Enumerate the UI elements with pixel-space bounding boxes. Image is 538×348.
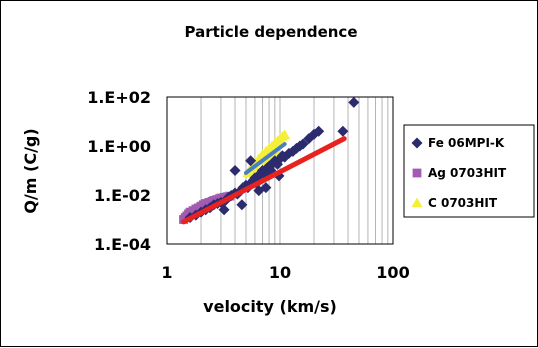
grid bbox=[200, 97, 389, 244]
plot-area bbox=[166, 96, 394, 245]
data-point bbox=[337, 125, 349, 137]
fit-lines bbox=[181, 136, 347, 225]
legend: Fe 06MPI-K Ag 0703HIT C 0703HIT bbox=[403, 124, 535, 218]
data-point bbox=[229, 165, 241, 176]
data-point bbox=[348, 96, 360, 108]
data-point bbox=[279, 129, 291, 140]
x-axis-label: velocity (km/s) bbox=[203, 297, 337, 316]
y-tick-labels: 1.E-04 1.E-02 1.E+00 1.E+02 bbox=[87, 88, 151, 254]
y-tick-label: 1.E+02 bbox=[87, 88, 151, 107]
data-point bbox=[260, 182, 272, 194]
legend-marker bbox=[411, 197, 423, 208]
y-tick-label: 1.E-04 bbox=[94, 235, 151, 254]
y-axis-label: Q/m (C/g) bbox=[21, 128, 40, 213]
fit-line bbox=[181, 136, 347, 225]
legend-label: Fe 06MPI-K bbox=[428, 136, 505, 150]
data-point bbox=[245, 155, 257, 167]
chart-title: Particle dependence bbox=[184, 23, 357, 41]
legend-marker bbox=[412, 168, 422, 178]
data-point bbox=[218, 204, 230, 216]
x-tick-labels: 1 10 100 bbox=[161, 263, 409, 282]
data-point bbox=[297, 138, 309, 150]
x-tick-label: 1 bbox=[161, 263, 172, 282]
data-point bbox=[313, 125, 325, 137]
legend-marker bbox=[411, 137, 423, 149]
fit-line bbox=[243, 142, 287, 175]
legend-box bbox=[403, 124, 535, 218]
data-points bbox=[179, 96, 360, 224]
data-point bbox=[236, 199, 248, 211]
y-tick-label: 1.E-02 bbox=[94, 186, 151, 205]
x-tick-label: 100 bbox=[376, 263, 409, 282]
y-tick-label: 1.E+00 bbox=[87, 137, 151, 156]
legend-label: C 0703HIT bbox=[428, 196, 498, 210]
x-tick-label: 10 bbox=[269, 263, 291, 282]
legend-label: Ag 0703HIT bbox=[428, 166, 507, 180]
